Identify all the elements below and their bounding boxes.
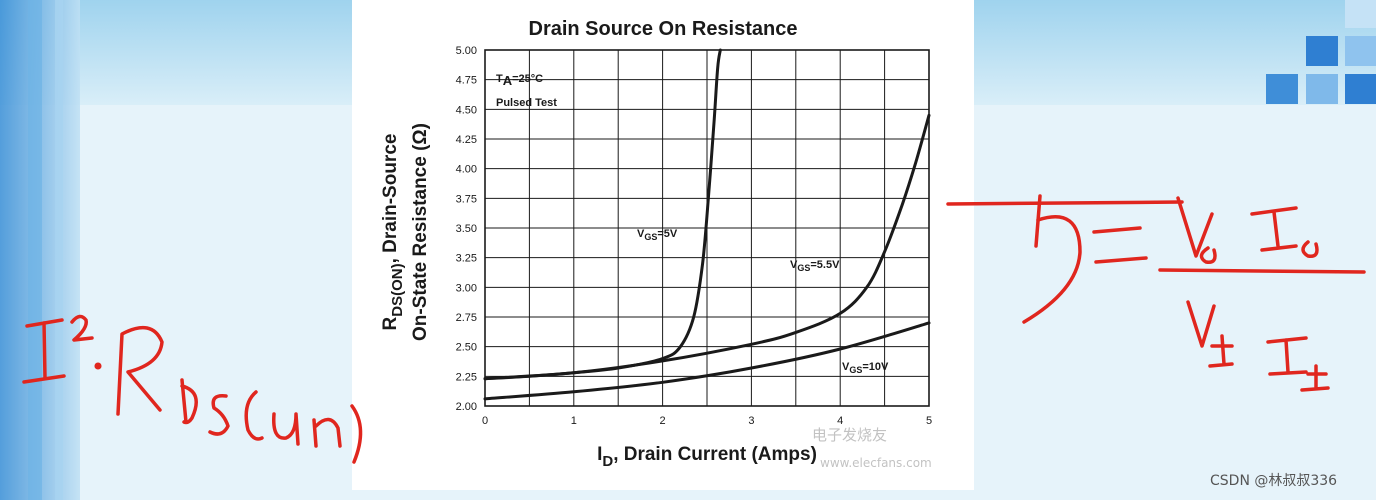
y-tick-label: 2.00 (456, 401, 477, 413)
rds-on-chart: Drain Source On Resistance RDS(ON), Drai… (380, 18, 932, 470)
x-tick-label: 4 (837, 415, 843, 427)
y-tick-label: 4.75 (456, 75, 477, 87)
chart-title: Drain Source On Resistance (529, 18, 798, 40)
y-tick-labels: 2.00 2.25 2.50 2.75 3.00 3.25 3.50 3.75 4.00 4.25… (456, 45, 477, 413)
series-label-vgs-10v: VGS=10V (842, 361, 889, 375)
y-tick-label: 5.00 (456, 45, 477, 57)
elecfans-url-watermark: www.elecfans.com (820, 456, 932, 470)
y-tick-label: 3.50 (456, 223, 477, 235)
chart-panel: Drain Source On Resistance RDS(ON), Drai… (352, 0, 974, 490)
condition-ta: TA=25°C (496, 73, 543, 88)
y-tick-label: 4.50 (456, 104, 477, 116)
y-tick-label: 2.25 (456, 371, 477, 383)
series-line-3 (483, 321, 931, 401)
y-tick-label: 4.00 (456, 164, 477, 176)
series-label-vgs-5-5v: VGS=5.5V (790, 259, 840, 273)
x-tick-label: 0 (482, 415, 488, 427)
x-axis-label: ID, Drain Current (Amps) (597, 444, 817, 470)
x-tick-labels: 0 1 2 3 4 5 (482, 415, 932, 427)
y-tick-label: 3.75 (456, 193, 477, 205)
svg-text:RDS(ON), Drain-Source: RDS(ON), Drain-Source (380, 134, 406, 331)
y-axis-label-rest: , Drain-Source (380, 134, 401, 264)
y-tick-label: 3.25 (456, 253, 477, 265)
y-axis-label-r: R (380, 316, 401, 330)
y-tick-label: 3.00 (456, 282, 477, 294)
x-tick-label: 1 (571, 415, 577, 427)
decorative-squares-icon (1266, 0, 1376, 104)
y-axis-label-line2: On-State Resistance (Ω) (410, 123, 431, 341)
y-tick-label: 2.50 (456, 342, 477, 354)
csdn-watermark: CSDN @林叔叔336 (1210, 473, 1338, 489)
chart-grid (484, 49, 930, 407)
x-tick-label: 3 (748, 415, 754, 427)
x-tick-label: 5 (926, 415, 932, 427)
chart-curves (483, 48, 931, 401)
series-label-vgs-5v: VGS=5V (637, 228, 678, 242)
y-tick-label: 4.25 (456, 134, 477, 146)
elecfans-watermark: 电子发烧友 (812, 426, 888, 444)
y-tick-label: 2.75 (456, 312, 477, 324)
y-axis-label-sub: DS(ON) (389, 263, 406, 316)
condition-pulsed: Pulsed Test (496, 97, 557, 109)
y-axis-label: RDS(ON), Drain-Source On-State Resistanc… (380, 123, 431, 341)
x-tick-label: 2 (660, 415, 666, 427)
series-line-2 (483, 113, 931, 381)
